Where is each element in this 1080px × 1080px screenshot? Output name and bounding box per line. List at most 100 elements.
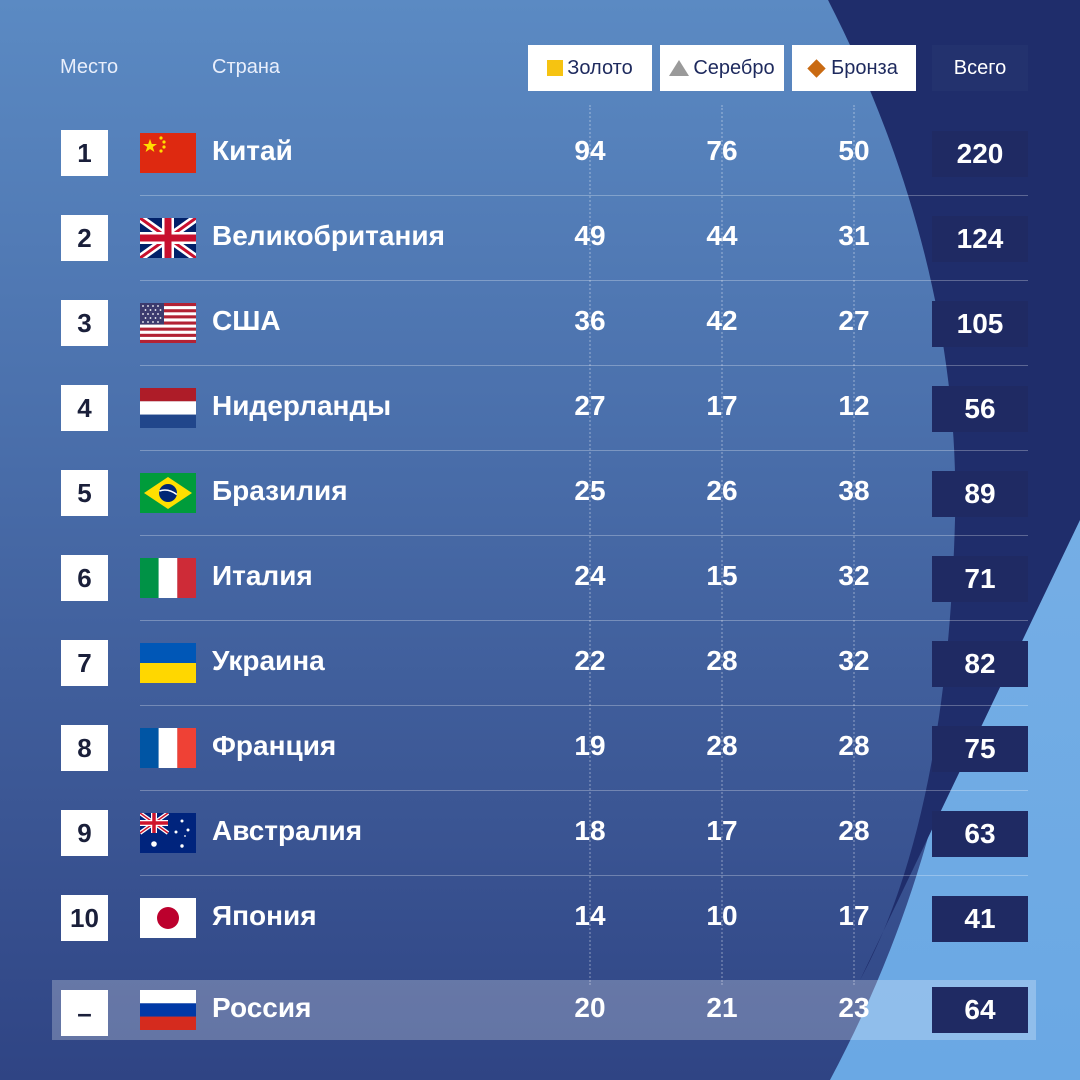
- table-row: 4 Нидерланды 27 17 12 56: [0, 366, 1080, 451]
- row-divider: [140, 535, 1028, 536]
- silver-count: 28: [706, 645, 738, 676]
- total-count: 82: [932, 641, 1028, 687]
- rank-badge: 4: [61, 385, 108, 431]
- china-flag-icon: [140, 133, 196, 173]
- bronze-column-header: Бронза: [792, 45, 916, 91]
- rank-badge: 2: [61, 215, 108, 261]
- country-name: Нидерланды: [212, 390, 392, 421]
- silver-count: 44: [706, 220, 738, 251]
- silver-count: 10: [706, 900, 738, 931]
- silver-column-header: Серебро: [660, 45, 784, 91]
- gold-count: 18: [574, 815, 606, 846]
- bronze-count: 28: [838, 730, 870, 761]
- total-count: 41: [932, 896, 1028, 942]
- country-name: Франция: [212, 730, 337, 761]
- japan-flag-icon: [140, 898, 196, 938]
- australia-flag-icon: [140, 813, 196, 853]
- total-count: 124: [932, 216, 1028, 262]
- total-column-header: Всего: [932, 45, 1028, 91]
- rank-badge: 7: [61, 640, 108, 686]
- row-divider: [140, 280, 1028, 281]
- bronze-diamond-icon: [807, 58, 826, 78]
- total-count: 220: [932, 131, 1028, 177]
- rank-badge: 10: [61, 895, 108, 941]
- table-row: 5 Бразилия 25 26 38 89: [0, 451, 1080, 536]
- table-row: 3 США 36 42 27 105: [0, 281, 1080, 366]
- gold-count: 49: [574, 220, 606, 251]
- gold-count: 36: [574, 305, 606, 336]
- row-divider: [140, 705, 1028, 706]
- silver-count: 26: [706, 475, 738, 506]
- rank-badge: –: [61, 990, 108, 1036]
- silver-column-line: [721, 105, 723, 985]
- usa-flag-icon: [140, 303, 196, 343]
- silver-count: 15: [706, 560, 738, 591]
- total-count: 75: [932, 726, 1028, 772]
- bronze-count: 32: [838, 645, 870, 676]
- bronze-count: 31: [838, 220, 870, 251]
- gold-count: 20: [574, 992, 606, 1023]
- country-name: Россия: [212, 992, 312, 1023]
- bronze-count: 32: [838, 560, 870, 591]
- silver-count: 21: [706, 992, 738, 1023]
- ukraine-flag-icon: [140, 643, 196, 683]
- brazil-flag-icon: [140, 473, 196, 513]
- bronze-count: 50: [838, 135, 870, 166]
- gold-count: 94: [574, 135, 606, 166]
- row-divider: [140, 365, 1028, 366]
- gold-count: 14: [574, 900, 606, 931]
- bronze-count: 28: [838, 815, 870, 846]
- table-row: 2 Великобритания 49 44 31 124: [0, 196, 1080, 281]
- row-divider: [140, 620, 1028, 621]
- gold-count: 22: [574, 645, 606, 676]
- table-row: 1 Китай 94 76 50 220: [0, 111, 1080, 196]
- table-row: 7 Украина 22 28 32 82: [0, 621, 1080, 706]
- silver-count: 28: [706, 730, 738, 761]
- gold-column-label: Золото: [567, 56, 633, 79]
- silver-count: 17: [706, 815, 738, 846]
- place-column-label: Место: [60, 56, 119, 78]
- gold-column-header: Золото: [528, 45, 652, 91]
- france-flag-icon: [140, 728, 196, 768]
- country-name: Италия: [212, 560, 313, 591]
- row-divider: [140, 195, 1028, 196]
- table-row: 9 Австралия 18 17 28 63: [0, 791, 1080, 876]
- country-name: Китай: [212, 135, 293, 166]
- gold-count: 27: [574, 390, 606, 421]
- rank-badge: 8: [61, 725, 108, 771]
- rank-badge: 3: [61, 300, 108, 346]
- bronze-column-line: [853, 105, 855, 985]
- rank-badge: 9: [61, 810, 108, 856]
- highlight-row-background: [52, 980, 1036, 1040]
- russia-flag-icon: [140, 990, 196, 1030]
- row-divider: [140, 790, 1028, 791]
- country-name: Украина: [212, 645, 325, 676]
- bronze-column-label: Бронза: [831, 56, 898, 79]
- gold-count: 24: [574, 560, 606, 591]
- table-row: 8 Франция 19 28 28 75: [0, 706, 1080, 791]
- country-name: Бразилия: [212, 475, 348, 506]
- table-row: 6 Италия 24 15 32 71: [0, 536, 1080, 621]
- country-name: Япония: [212, 900, 317, 931]
- rank-badge: 1: [61, 130, 108, 176]
- country-name: Австралия: [212, 815, 363, 846]
- total-count: 63: [932, 811, 1028, 857]
- silver-count: 76: [706, 135, 738, 166]
- country-name: Великобритания: [212, 220, 445, 251]
- table-row: 10 Япония 14 10 17 41: [0, 876, 1080, 961]
- rank-badge: 6: [61, 555, 108, 601]
- gold-count: 25: [574, 475, 606, 506]
- total-count: 105: [932, 301, 1028, 347]
- row-divider: [140, 875, 1028, 876]
- bronze-count: 38: [838, 475, 870, 506]
- silver-triangle-icon: [669, 60, 690, 76]
- silver-count: 42: [706, 305, 738, 336]
- total-count: 56: [932, 386, 1028, 432]
- gold-column-line: [589, 105, 591, 985]
- uk-flag-icon: [140, 218, 196, 258]
- silver-count: 17: [706, 390, 738, 421]
- bronze-count: 12: [838, 390, 870, 421]
- row-divider: [140, 450, 1028, 451]
- bronze-count: 23: [838, 992, 870, 1023]
- netherlands-flag-icon: [140, 388, 196, 428]
